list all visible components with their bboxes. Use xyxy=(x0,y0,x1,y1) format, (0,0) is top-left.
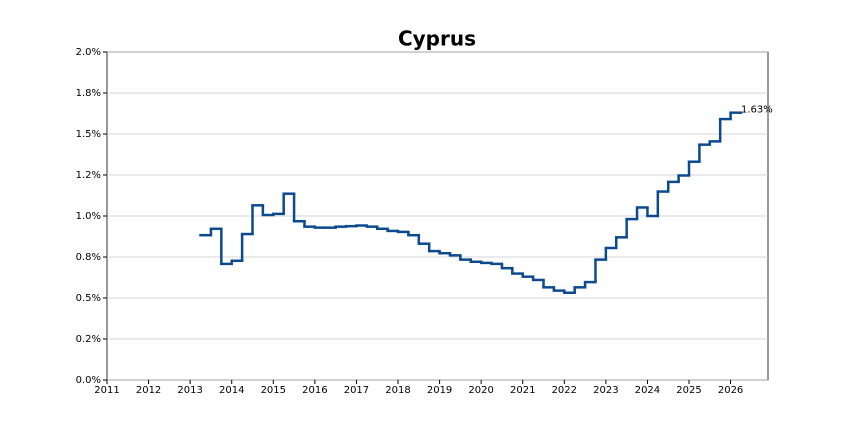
x-tick-label: 2022 xyxy=(552,385,577,396)
y-tick-label: 1.8% xyxy=(76,88,101,99)
value-label: 1.63% xyxy=(741,105,773,116)
y-tick-label: 0.2% xyxy=(76,334,101,345)
y-tick-label: 1.2% xyxy=(76,170,101,181)
y-tick-label: 0.5% xyxy=(76,293,101,304)
x-tick-label: 2014 xyxy=(219,385,244,396)
x-tick-label: 2013 xyxy=(177,385,202,396)
x-tick-label: 2019 xyxy=(427,385,452,396)
x-tick-label: 2016 xyxy=(302,385,327,396)
y-tick-label: 0.8% xyxy=(76,252,101,263)
x-tick-label: 2017 xyxy=(344,385,369,396)
x-tick-label: 2023 xyxy=(593,385,618,396)
y-tick-label: 1.5% xyxy=(76,129,101,140)
x-tick-label: 2012 xyxy=(136,385,161,396)
x-tick-label: 2018 xyxy=(385,385,410,396)
x-tick-label: 2025 xyxy=(676,385,701,396)
x-tick-label: 2024 xyxy=(635,385,660,396)
x-tick-label: 2020 xyxy=(468,385,493,396)
y-tick-label: 0.0% xyxy=(76,375,101,386)
x-tick-label: 2011 xyxy=(94,385,119,396)
x-tick-label: 2015 xyxy=(261,385,286,396)
chart-title: Cyprus xyxy=(398,27,476,51)
x-tick-label: 2026 xyxy=(718,385,743,396)
x-tick-label: 2021 xyxy=(510,385,535,396)
y-tick-label: 1.0% xyxy=(76,211,101,222)
y-tick-label: 2.0% xyxy=(76,47,101,58)
